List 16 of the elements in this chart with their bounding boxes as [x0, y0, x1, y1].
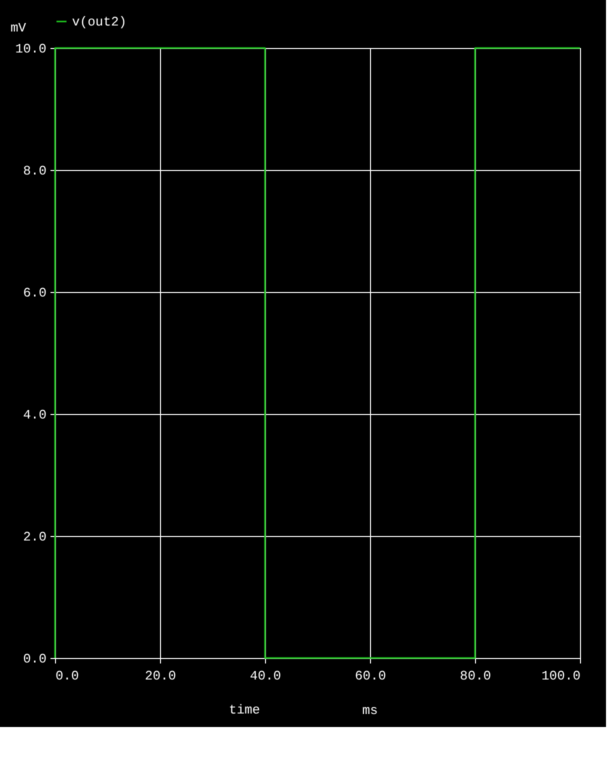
x-tick-label: 80.0 — [460, 668, 492, 684]
x-axis-title: time — [228, 702, 260, 718]
y-tick-label: 10.0 — [15, 42, 46, 56]
y-tick-label: 4.0 — [23, 408, 46, 422]
x-tick-label: 0.0 — [56, 668, 79, 684]
text: ms — [362, 703, 378, 718]
y-tick-label: 8.0 — [23, 164, 46, 178]
x-tick-label: 100.0 — [541, 668, 580, 684]
y-tick-label: 2.0 — [23, 530, 46, 544]
x-tick-label: 40.0 — [250, 668, 282, 684]
legend-label: v(out2) — [72, 14, 127, 30]
x-tick-label: 60.0 — [354, 668, 386, 684]
y-axis-title: mV — [10, 20, 26, 36]
y-tick-label: 6.0 — [23, 286, 46, 300]
x-tick-label: 20.0 — [144, 668, 176, 684]
y-tick-label: 0.0 — [23, 652, 46, 666]
